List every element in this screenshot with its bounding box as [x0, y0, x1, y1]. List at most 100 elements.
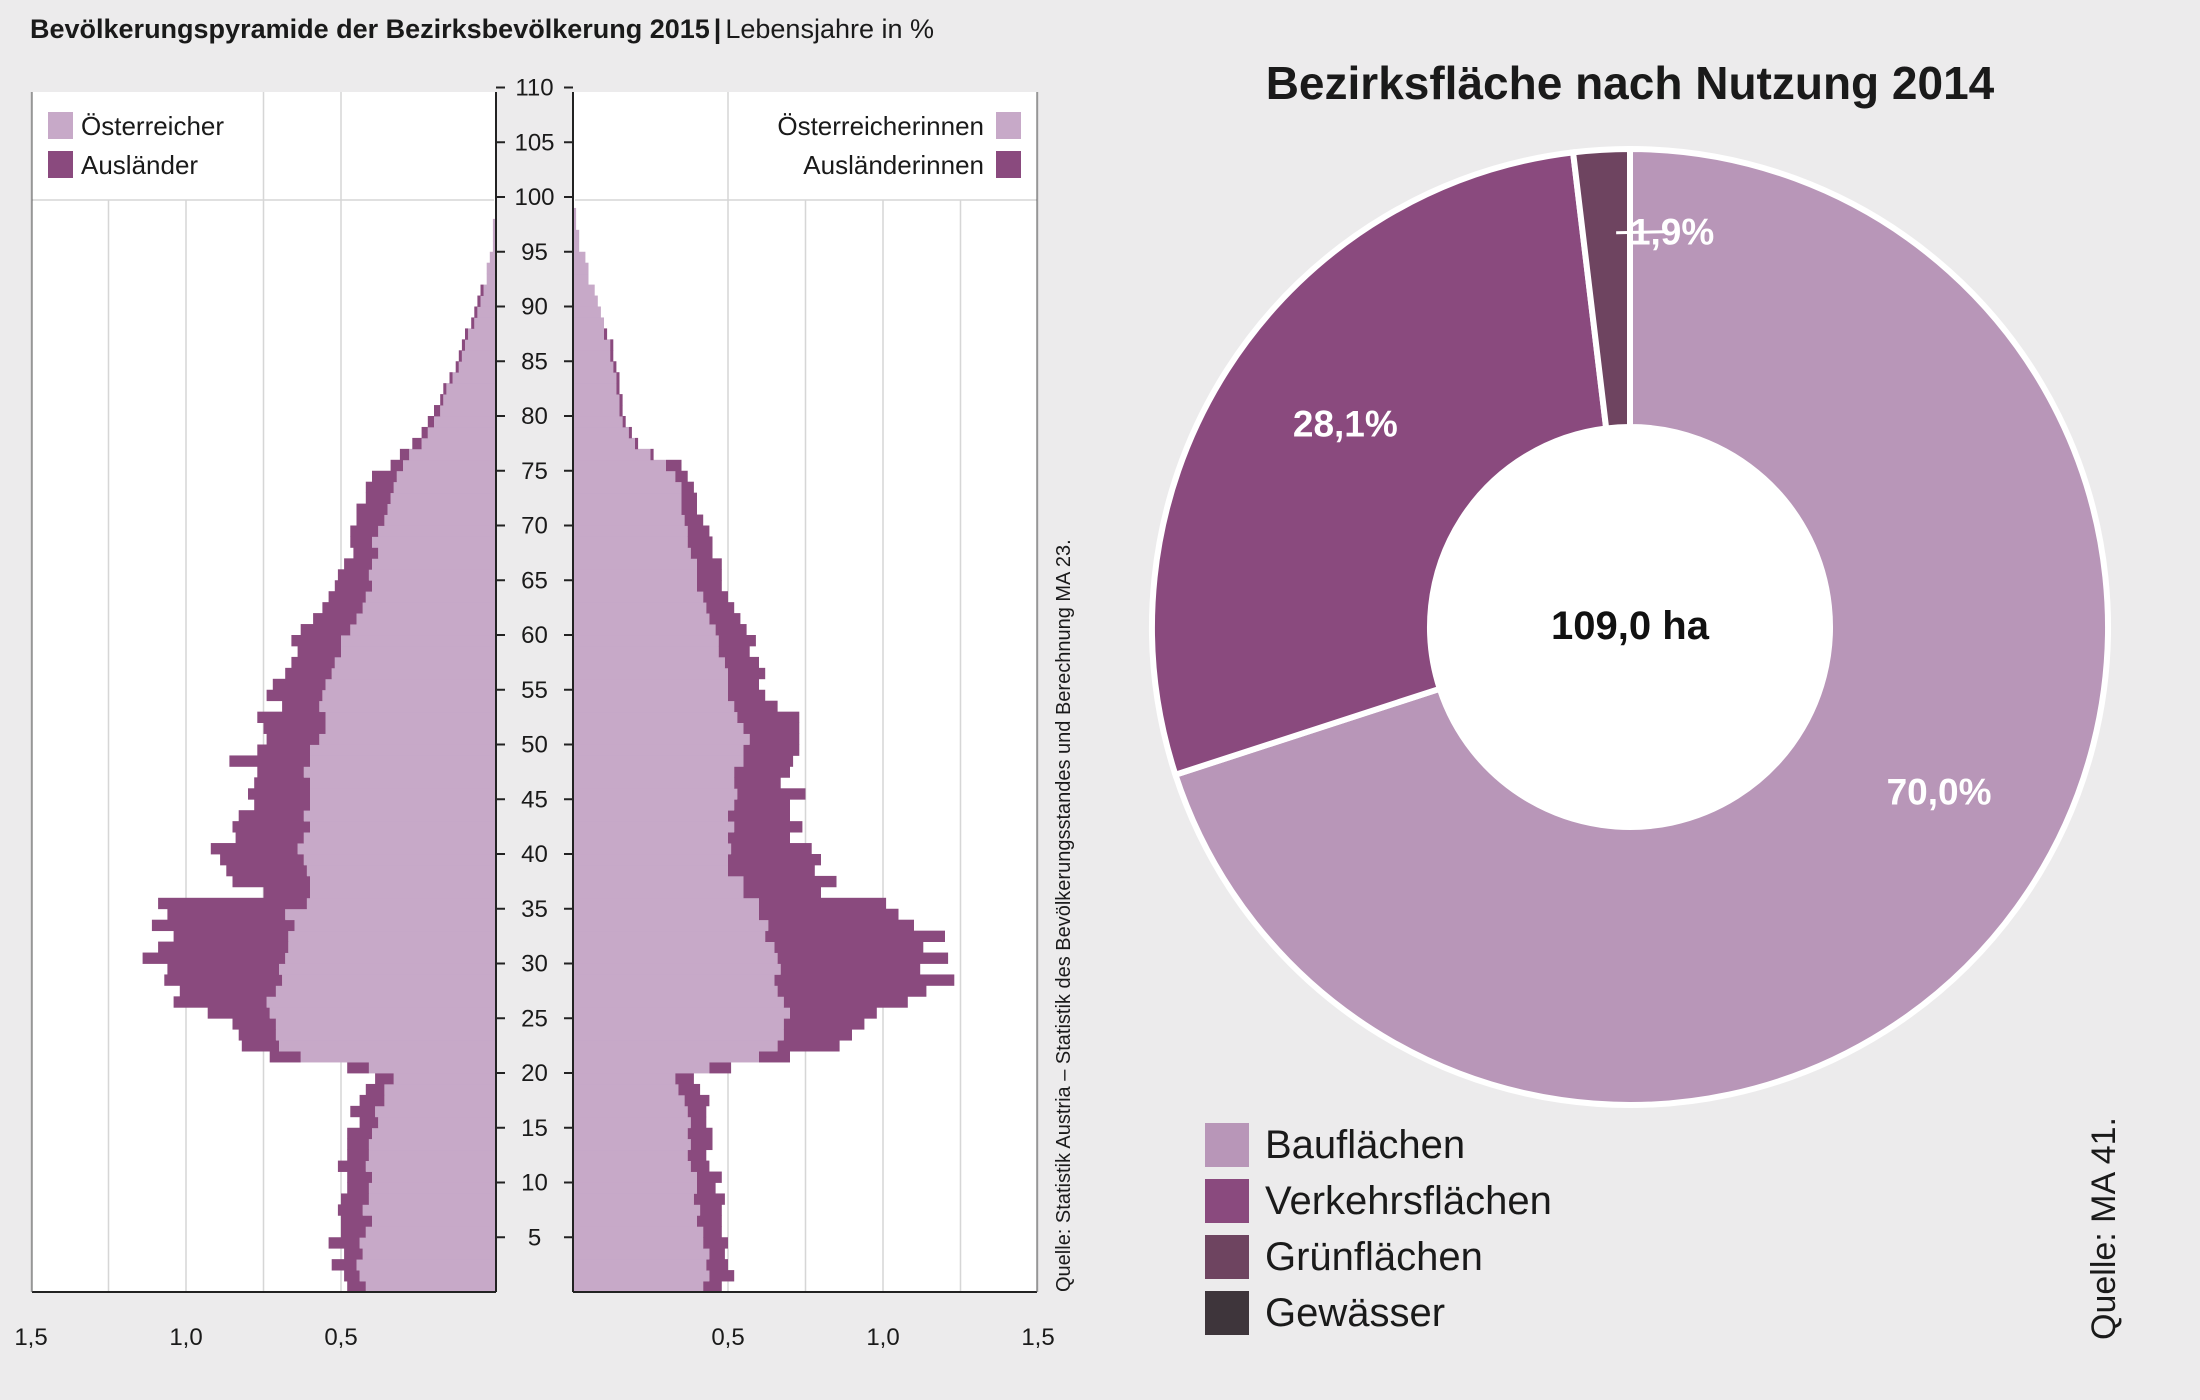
bar-foreign-men-age-85 — [458, 350, 462, 362]
bar-foreign-women-age-17 — [684, 1094, 710, 1107]
bar-foreign-men-age-91 — [480, 284, 484, 296]
bar-austrian-men-age-2 — [356, 1259, 496, 1271]
legend-swatch-foreign-men — [48, 151, 73, 178]
bar-austrian-women-age-93 — [573, 262, 589, 275]
bar-foreign-women-age-52 — [737, 711, 800, 723]
bar-austrian-men-age-43 — [303, 810, 496, 822]
bar-foreign-men-age-14 — [347, 1127, 372, 1140]
bar-austrian-women-age-7 — [573, 1204, 701, 1216]
bar-austrian-men-age-27 — [275, 985, 496, 997]
bar-foreign-women-age-9 — [697, 1182, 716, 1194]
bar-austrian-women-age-97 — [573, 218, 577, 231]
bar-austrian-men-age-29 — [279, 963, 496, 975]
bar-austrian-men-age-76 — [409, 448, 496, 461]
bar-austrian-women-age-20 — [573, 1062, 710, 1074]
bar-austrian-men-age-54 — [322, 689, 496, 702]
bar-austrian-women-age-12 — [573, 1149, 688, 1161]
age-tick-label-55: 55 — [521, 677, 548, 704]
age-tick-label-65: 65 — [521, 567, 548, 594]
bar-foreign-women-age-58 — [718, 645, 750, 658]
bar-austrian-men-age-68 — [372, 536, 496, 548]
bar-foreign-women-age-63 — [703, 591, 728, 603]
bar-austrian-women-age-27 — [573, 985, 778, 997]
bar-foreign-men-age-17 — [359, 1094, 385, 1107]
bar-foreign-men-age-40 — [210, 843, 298, 855]
bar-austrian-women-age-31 — [573, 941, 775, 953]
bar-foreign-women-age-60 — [715, 624, 747, 636]
bar-foreign-men-age-53 — [282, 700, 320, 713]
bar-foreign-women-age-1 — [709, 1270, 735, 1282]
bar-austrian-men-age-88 — [474, 317, 496, 329]
bar-austrian-men-age-6 — [372, 1215, 496, 1227]
bar-foreign-men-age-36 — [263, 886, 310, 899]
bar-austrian-men-age-3 — [362, 1248, 496, 1260]
bar-foreign-women-age-36 — [743, 886, 821, 899]
age-tick-label-90: 90 — [521, 294, 548, 321]
bar-foreign-men-age-90 — [477, 295, 481, 307]
bar-austrian-men-age-80 — [440, 405, 496, 417]
bar-foreign-women-age-57 — [724, 656, 759, 669]
bar-austrian-women-age-34 — [573, 908, 759, 921]
bar-foreign-men-age-18 — [365, 1083, 385, 1096]
bar-austrian-women-age-92 — [573, 273, 589, 285]
bar-foreign-men-age-54 — [266, 689, 323, 702]
bar-austrian-men-age-58 — [341, 645, 496, 658]
bar-foreign-men-age-82 — [443, 383, 447, 395]
bar-foreign-men-age-81 — [440, 394, 444, 406]
bar-foreign-men-age-62 — [322, 602, 363, 614]
bar-austrian-women-age-15 — [573, 1116, 691, 1129]
bar-austrian-men-age-32 — [288, 930, 496, 942]
bar-austrian-men-age-93 — [486, 262, 496, 275]
bar-foreign-men-age-41 — [235, 832, 304, 844]
bar-austrian-men-age-17 — [384, 1094, 496, 1107]
bar-foreign-men-age-9 — [347, 1182, 369, 1194]
bar-foreign-men-age-38 — [226, 864, 307, 877]
bar-austrian-men-age-5 — [365, 1226, 496, 1238]
bar-austrian-women-age-14 — [573, 1127, 688, 1140]
slice-verkehrsflaechen — [1149, 149, 1610, 779]
age-tick-label-85: 85 — [521, 348, 548, 375]
bar-foreign-men-age-29 — [167, 963, 279, 975]
bar-austrian-women-age-53 — [573, 700, 735, 713]
bar-austrian-men-age-4 — [359, 1237, 496, 1249]
bar-austrian-women-age-0 — [573, 1281, 704, 1293]
bar-austrian-women-age-11 — [573, 1160, 691, 1172]
bar-austrian-women-age-51 — [573, 722, 744, 734]
bar-austrian-women-age-24 — [573, 1018, 784, 1030]
bar-austrian-men-age-67 — [378, 547, 496, 559]
bar-foreign-women-age-16 — [687, 1105, 707, 1118]
bar-austrian-women-age-64 — [573, 580, 697, 592]
donut-legend-label-bauflaechen: Bauflächen — [1265, 1123, 1465, 1167]
bar-foreign-women-age-37 — [743, 875, 837, 888]
bar-foreign-women-age-82 — [616, 383, 620, 395]
bar-austrian-men-age-62 — [362, 602, 496, 614]
bar-foreign-men-age-47 — [257, 766, 304, 778]
bar-austrian-men-age-36 — [310, 886, 496, 899]
bar-austrian-women-age-77 — [573, 437, 635, 450]
bar-austrian-women-age-3 — [573, 1248, 710, 1260]
donut-hole — [1432, 429, 1828, 825]
bar-foreign-women-age-50 — [749, 733, 800, 745]
age-tick-label-100: 100 — [514, 184, 554, 211]
bar-austrian-men-age-86 — [465, 339, 496, 351]
bar-foreign-women-age-23 — [783, 1029, 852, 1041]
bar-austrian-men-age-21 — [300, 1051, 496, 1063]
bar-austrian-women-age-18 — [573, 1083, 679, 1096]
bar-austrian-men-age-30 — [285, 952, 496, 964]
bar-foreign-men-age-77 — [412, 437, 422, 450]
bar-foreign-women-age-4 — [703, 1237, 728, 1249]
bar-austrian-men-age-1 — [359, 1270, 496, 1282]
bar-austrian-men-age-24 — [275, 1018, 496, 1030]
bar-austrian-women-age-76 — [573, 448, 651, 461]
bar-foreign-men-age-26 — [173, 996, 267, 1008]
bar-austrian-women-age-36 — [573, 886, 744, 899]
bar-austrian-women-age-46 — [573, 777, 735, 789]
bar-foreign-men-age-28 — [164, 974, 283, 986]
bar-austrian-women-age-40 — [573, 843, 732, 855]
bar-austrian-women-age-6 — [573, 1215, 697, 1227]
legend-swatch-foreign-women — [996, 151, 1021, 178]
bar-austrian-men-age-51 — [325, 722, 496, 734]
pyramid-title-separator: | — [713, 14, 722, 44]
bar-austrian-women-age-29 — [573, 963, 781, 975]
bar-austrian-women-age-39 — [573, 854, 728, 866]
